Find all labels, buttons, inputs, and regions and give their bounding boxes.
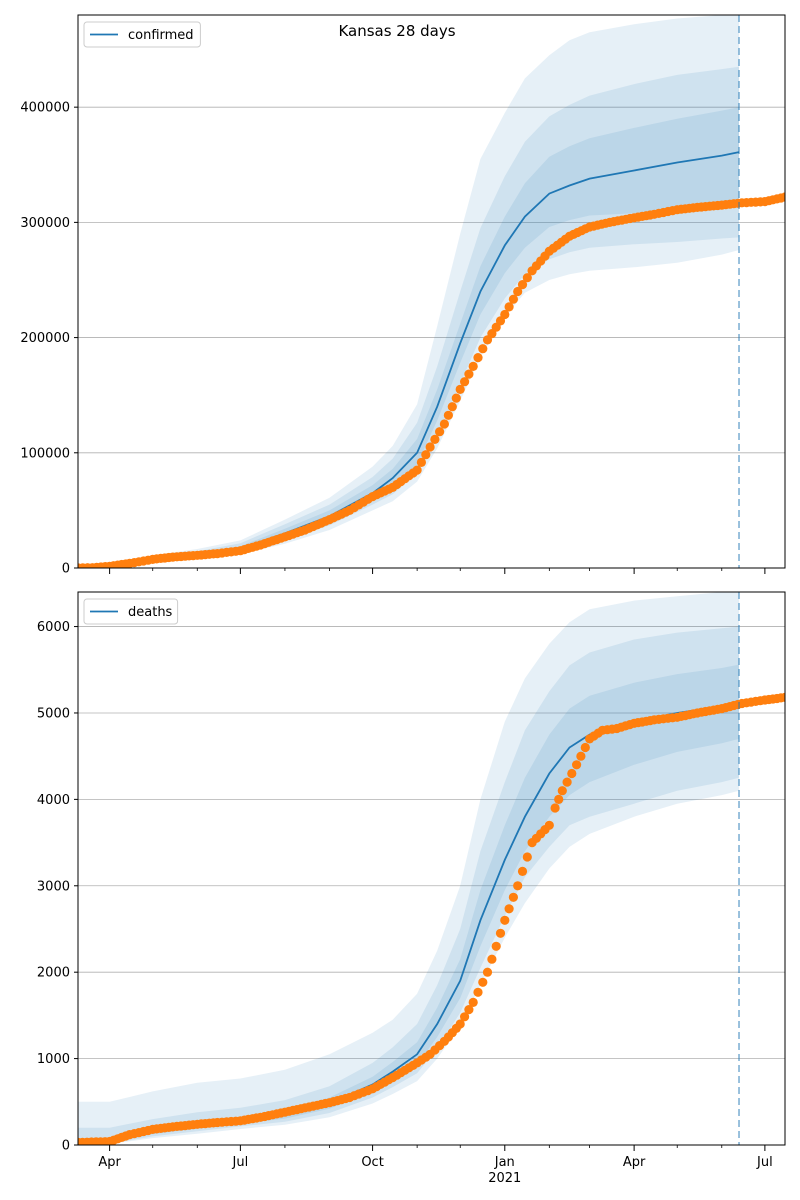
deaths-observed-point: [554, 794, 564, 805]
confirmed-observed-point: [473, 353, 483, 363]
deaths-observed-point: [513, 881, 523, 891]
deaths-xtick-label: Jul: [232, 1155, 249, 1170]
deaths-observed-point: [473, 987, 483, 997]
deaths-observed-point: [460, 1012, 470, 1022]
figure-title: Kansas 28 days: [338, 22, 455, 40]
deaths-band-80: [78, 626, 739, 1145]
deaths-observed-point: [544, 820, 554, 830]
confirmed-ytick-label: 300000: [20, 216, 70, 231]
deaths-xtick-year-label: 2021: [488, 1171, 521, 1186]
deaths-legend-label: deaths: [128, 605, 173, 620]
deaths-ytick-label: 6000: [37, 620, 70, 635]
confirmed-observed-point: [430, 434, 440, 444]
deaths-band-50: [78, 664, 739, 1145]
deaths-observed-point: [482, 967, 493, 977]
confirmed-observed-point: [508, 294, 518, 304]
deaths-observed-point: [580, 742, 590, 753]
deaths-observed-point: [504, 904, 514, 914]
confirmed-observed-point: [504, 302, 514, 312]
confirmed-observed-point: [443, 410, 453, 420]
deaths-axes-frame: [77, 591, 786, 1146]
deaths-ytick-label: 0: [62, 1139, 70, 1154]
deaths-observed-point: [468, 997, 478, 1008]
deaths-observed-point: [562, 777, 572, 787]
deaths-observed-point: [780, 692, 785, 702]
confirmed-observed-point: [425, 442, 435, 452]
confirmed-band-95: [78, 15, 739, 568]
deaths-ytick-label: 4000: [37, 793, 70, 808]
confirmed-ytick-label: 200000: [20, 331, 70, 346]
deaths-observed-point: [495, 928, 506, 938]
confirmed-observed-point: [464, 369, 474, 379]
confirmed-observed-point: [447, 402, 457, 412]
confirmed-observed-point: [522, 273, 532, 283]
deaths-observed-point: [478, 977, 488, 987]
deaths-xtick-label: Oct: [361, 1155, 383, 1170]
confirmed-observed-point: [780, 192, 785, 202]
deaths-ytick-label: 1000: [37, 1052, 70, 1067]
confirmed-ytick-label: 400000: [20, 101, 70, 116]
confirmed-panel: 0 100000 200000 300000 400000 confirmed: [20, 14, 786, 577]
deaths-legend: deaths: [83, 598, 179, 625]
deaths-observed-point: [567, 768, 577, 779]
deaths-band-95: [78, 592, 739, 1145]
confirmed-axes-frame: [77, 14, 786, 569]
deaths-observed-point: [500, 915, 510, 925]
deaths-observed-point: [576, 751, 586, 761]
deaths-xtick-label: Jul: [756, 1155, 773, 1170]
confirmed-observed-point: [455, 384, 465, 394]
deaths-observed-point: [491, 941, 501, 951]
confirmed-observed-point: [435, 427, 445, 437]
deaths-observed-point: [517, 866, 528, 877]
confirmed-observed-point: [517, 280, 528, 290]
deaths-ytick-label: 3000: [37, 879, 70, 894]
confirmed-observed-point: [513, 286, 523, 297]
deaths-observed-point: [464, 1005, 474, 1015]
deaths-xtick-label: Jan: [494, 1155, 515, 1170]
confirmed-ytick-label: 0: [62, 562, 70, 577]
deaths-observed-point: [522, 852, 532, 862]
deaths-observed-point: [572, 760, 582, 770]
deaths-ytick-label: 2000: [37, 966, 70, 981]
confirmed-legend: confirmed: [83, 21, 201, 48]
confirmed-observed-point: [468, 361, 478, 371]
deaths-observed-point: [487, 954, 497, 964]
confirmed-observed-point: [439, 419, 449, 429]
deaths-panel: 0 1000 2000 3000 4000 5000 6000 Apr Jul Oct Jan Apr…: [37, 591, 786, 1186]
confirmed-observed-point: [416, 457, 426, 467]
confirmed-band-80: [78, 66, 739, 568]
confirmed-legend-box: [83, 21, 201, 48]
confirmed-legend-label: confirmed: [128, 28, 194, 43]
confirmed-observed-point: [412, 465, 422, 475]
deaths-xtick-label: Apr: [98, 1155, 121, 1170]
deaths-ytick-label: 5000: [37, 706, 70, 721]
deaths-legend-box: [83, 598, 179, 625]
confirmed-observed-point: [451, 393, 461, 403]
deaths-observed-point: [557, 786, 567, 796]
deaths-observed-point: [550, 803, 560, 813]
confirmed-observed-point: [421, 450, 431, 460]
deaths-observed-point: [455, 1019, 465, 1029]
deaths-xtick-label: Apr: [623, 1155, 646, 1170]
confirmed-observed-point: [478, 344, 488, 354]
confirmed-observed-point: [500, 309, 510, 320]
confirmed-observed-point: [460, 377, 470, 387]
deaths-observed-point: [508, 892, 518, 902]
confirmed-band-50: [78, 107, 739, 568]
confirmed-ytick-label: 100000: [20, 446, 70, 461]
